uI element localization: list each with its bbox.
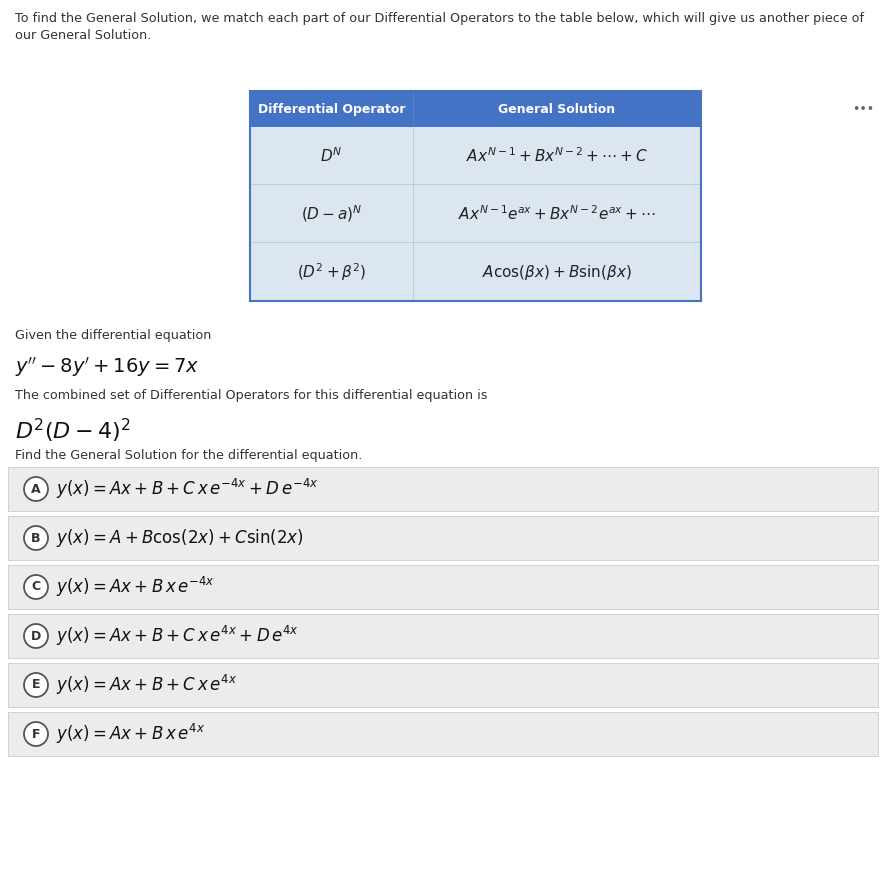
Circle shape [24,624,48,648]
Text: $y(x) = Ax + B\,x\,e^{-4x}$: $y(x) = Ax + B\,x\,e^{-4x}$ [56,575,215,599]
Text: A: A [31,483,41,495]
FancyBboxPatch shape [8,467,878,511]
FancyBboxPatch shape [413,185,414,243]
Text: $A\cos(\beta x) + B\sin(\beta x)$: $A\cos(\beta x) + B\sin(\beta x)$ [482,262,632,282]
FancyBboxPatch shape [250,184,701,185]
Text: $D^N$: $D^N$ [320,147,343,166]
Text: $y(x) = Ax + B\,x\,e^{4x}$: $y(x) = Ax + B\,x\,e^{4x}$ [56,722,206,746]
Text: $y(x) = Ax + B + C\,x\,e^{-4x} + D\,e^{-4x}$: $y(x) = Ax + B + C\,x\,e^{-4x} + D\,e^{-… [56,477,318,501]
FancyBboxPatch shape [250,243,701,301]
Text: $y(x) = Ax + B + C\,x\,e^{4x}$: $y(x) = Ax + B + C\,x\,e^{4x}$ [56,673,237,697]
Text: •••: ••• [852,103,874,115]
Text: $Ax^{N-1} + Bx^{N-2} + \cdots + C$: $Ax^{N-1} + Bx^{N-2} + \cdots + C$ [466,147,648,166]
Text: D: D [31,629,41,642]
Text: Differential Operator: Differential Operator [258,103,405,115]
Circle shape [24,477,48,501]
Text: B: B [31,532,41,545]
Text: our General Solution.: our General Solution. [15,29,152,42]
Text: $D^2(D - 4)^2$: $D^2(D - 4)^2$ [15,417,130,445]
Text: $(D^2 + \beta^2)$: $(D^2 + \beta^2)$ [297,261,366,283]
Circle shape [24,575,48,599]
FancyBboxPatch shape [413,91,414,127]
FancyBboxPatch shape [250,91,701,127]
Circle shape [24,722,48,746]
FancyBboxPatch shape [8,663,878,707]
FancyBboxPatch shape [250,242,701,243]
FancyBboxPatch shape [8,712,878,756]
Text: $y(x) = Ax + B + C\,x\,e^{4x} + D\,e^{4x}$: $y(x) = Ax + B + C\,x\,e^{4x} + D\,e^{4x… [56,624,299,648]
FancyBboxPatch shape [8,516,878,560]
Text: E: E [32,679,40,691]
Text: General Solution: General Solution [499,103,616,115]
Text: Find the General Solution for the differential equation.: Find the General Solution for the differ… [15,449,362,462]
FancyBboxPatch shape [250,127,701,185]
Text: Given the differential equation: Given the differential equation [15,329,212,342]
FancyBboxPatch shape [8,614,878,658]
Text: The combined set of Differential Operators for this differential equation is: The combined set of Differential Operato… [15,389,487,402]
FancyBboxPatch shape [250,185,701,243]
Text: F: F [32,727,40,741]
Text: $(D - a)^N$: $(D - a)^N$ [300,204,362,224]
Circle shape [24,526,48,550]
FancyBboxPatch shape [8,565,878,609]
Text: To find the General Solution, we match each part of our Differential Operators t: To find the General Solution, we match e… [15,12,864,25]
Text: C: C [31,580,41,594]
Text: $Ax^{N-1}e^{ax} + Bx^{N-2}e^{ax} + \cdots$: $Ax^{N-1}e^{ax} + Bx^{N-2}e^{ax} + \cdot… [458,205,656,223]
Circle shape [24,673,48,697]
FancyBboxPatch shape [413,127,414,185]
Text: $y(x) = A + B\cos(2x) + C\sin(2x)$: $y(x) = A + B\cos(2x) + C\sin(2x)$ [56,527,304,549]
Text: $y'' - 8y' + 16y = 7x$: $y'' - 8y' + 16y = 7x$ [15,355,199,379]
FancyBboxPatch shape [413,243,414,301]
